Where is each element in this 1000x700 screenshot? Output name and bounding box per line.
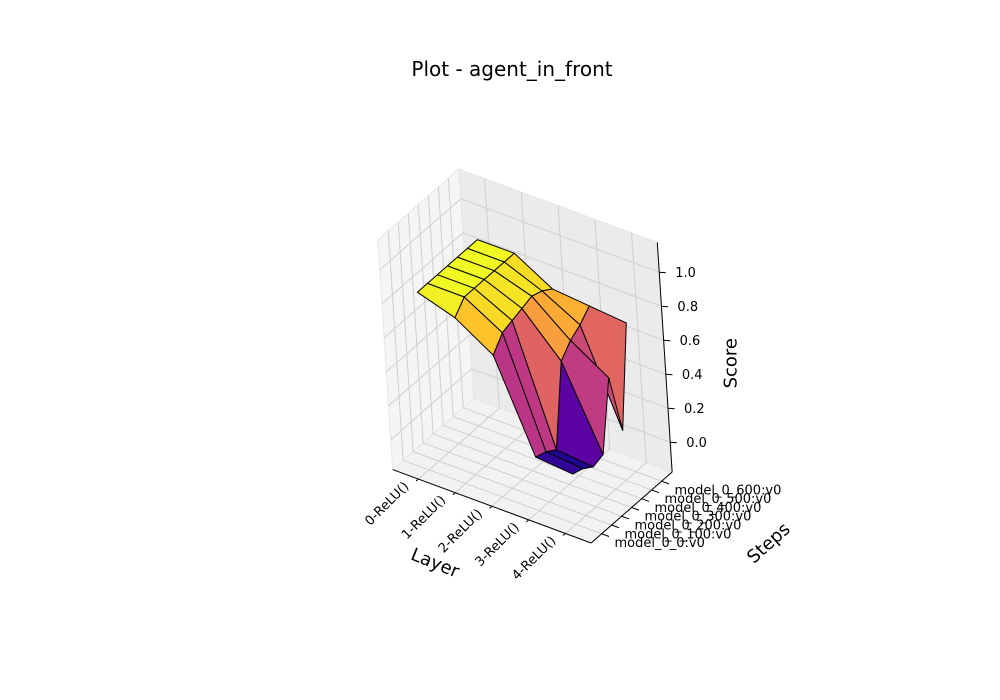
z-tick-label: 0.4 (682, 368, 703, 383)
x-tick-label: 1-ReLU() (399, 493, 449, 543)
z-tick (663, 339, 671, 342)
y-grid-line (397, 222, 612, 526)
x-tick-label: 3-ReLU() (473, 520, 523, 570)
x-grid-line (565, 232, 647, 534)
x-tick (525, 519, 530, 523)
y-tick (611, 524, 620, 529)
y-tick-label: model_0_300:v0 (644, 510, 751, 525)
y-axis-label: Steps (743, 519, 794, 568)
z-tick (667, 407, 675, 410)
x-tick-label: 0-ReLU() (362, 479, 412, 529)
z-axis-label: Score (721, 338, 742, 388)
x-axis-line (392, 469, 592, 544)
y-tick (641, 498, 650, 502)
z-grid-line (379, 198, 660, 273)
y-grid-line (427, 195, 642, 500)
y-grid-line (387, 230, 602, 535)
y-tick (621, 515, 630, 520)
x-tick (415, 478, 419, 482)
surface-face (416, 282, 465, 319)
y-tick (631, 507, 640, 511)
y-tick (601, 533, 610, 537)
y-tick-label: model_0_100:v0 (624, 527, 731, 542)
z-tick-label: 0.6 (680, 334, 701, 349)
x-tick-label: 2-ReLU() (436, 506, 486, 556)
z-tick-label: 0.2 (684, 402, 705, 417)
z-grid-line (381, 232, 662, 307)
y-axis-line (590, 471, 673, 544)
z-tick-label: 0.8 (677, 300, 698, 315)
z-tick (659, 271, 666, 274)
x-tick-label: 4-ReLU() (509, 534, 559, 584)
chart-title: Plot - agent_in_front (411, 57, 612, 81)
z-tick (670, 441, 677, 444)
x-tick (452, 492, 456, 496)
y-tick-label: model_0_200:v0 (634, 519, 741, 534)
x-tick (489, 505, 493, 509)
x-axis-label: Layer (408, 544, 463, 582)
x-grid-line (528, 219, 611, 521)
y-tick-label: model_0_500:v0 (664, 492, 771, 507)
z-tick (665, 373, 673, 376)
y-tick (661, 480, 670, 485)
surface-mesh (416, 239, 627, 475)
z-tick-label: 0.0 (686, 436, 707, 451)
x-tick (562, 533, 566, 536)
z-axis-line (656, 242, 673, 472)
y-tick-label: model_0_0:v0 (614, 536, 704, 551)
z-tick-label: 1.0 (675, 266, 696, 281)
y-tick-label: model_0_600:v0 (674, 483, 781, 498)
y-grid-line (407, 213, 622, 517)
y-grid-line (417, 204, 632, 508)
z-tick (661, 305, 669, 308)
y-tick-label: model_0_400:v0 (654, 501, 761, 516)
y-tick (651, 489, 660, 494)
